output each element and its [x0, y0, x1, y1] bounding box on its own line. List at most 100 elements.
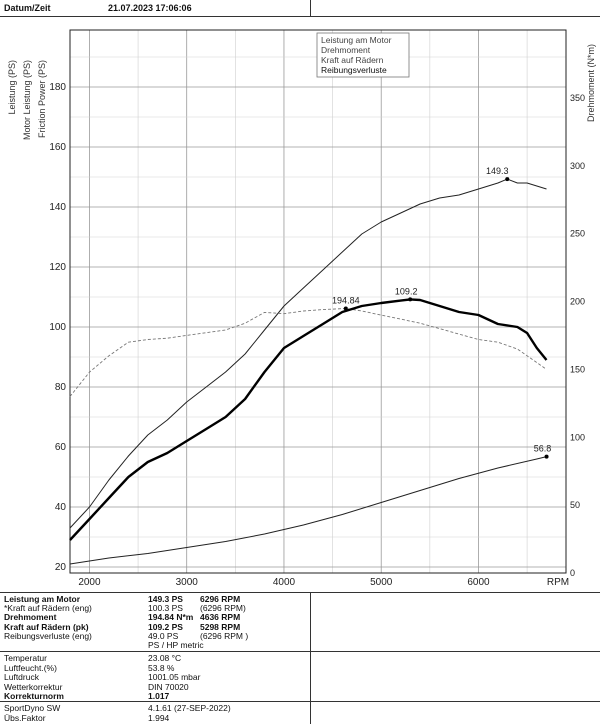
right-tick-label: 300 — [570, 161, 585, 171]
row-label: Luftdruck — [4, 672, 39, 683]
results-row: Leistung am Motor 149.3 PS 6296 RPM — [0, 594, 310, 605]
chart-annotations: 149.3 194.84 109.2 56.8 — [332, 166, 551, 459]
chart-axes: 2000 3000 4000 5000 6000 RPM20406080100120140… — [7, 29, 596, 588]
results-row: Kraft auf Rädern (pk) 109.2 PS 5298 RPM — [0, 622, 310, 633]
x-tick-label: 4000 — [273, 577, 296, 588]
row-value: 194.84 N*m — [148, 612, 194, 623]
row-value: 23.08 °C — [148, 653, 182, 663]
row-label: SportDyno SW — [4, 703, 61, 713]
series-line-2 — [69, 298, 548, 541]
row-rpm: 6296 RPM — [200, 594, 241, 604]
peak-label: 149.3 — [486, 166, 509, 176]
peak-label: 56.8 — [534, 444, 552, 454]
peak-marker — [343, 306, 348, 311]
x-tick-label: 3000 — [176, 577, 199, 588]
row-value: 100.3 PS — [148, 603, 183, 614]
row-rpm: (6296 RPM) — [200, 603, 246, 614]
x-tick-label: 2000 — [78, 577, 101, 588]
software-row: Übs.Faktor 1.994 — [0, 713, 310, 724]
row-label: Drehmoment — [4, 612, 57, 623]
dyno-chart: 2000 3000 4000 5000 6000 RPM20406080100120140… — [7, 29, 596, 588]
header-divider — [310, 0, 311, 16]
left-tick-label: 20 — [55, 562, 67, 573]
series-line-3 — [69, 456, 547, 565]
software-row: SportDyno SW 4.1.61 (27-SEP-2022) — [0, 703, 310, 714]
series-line-0 — [69, 178, 547, 529]
left-axis-title: Motor Leistung (PS) — [22, 60, 32, 140]
conditions-row: Luftdruck 1001.05 mbar — [0, 672, 310, 683]
legend-entry: Leistung am Motor — [321, 35, 392, 45]
right-tick-label: 100 — [570, 432, 585, 442]
row-value: DIN 70020 — [148, 681, 189, 692]
left-axis-title: Leistung (PS) — [7, 60, 17, 115]
left-tick-label: 180 — [49, 82, 66, 93]
header-bar: Datum/Zeit 21.07.2023 17:06:06 — [0, 0, 600, 17]
results-row: PS / HP metric — [0, 640, 310, 651]
row-value: 1.994 — [148, 713, 170, 723]
right-tick-label: 200 — [570, 297, 585, 307]
row-value: 149.3 PS — [148, 594, 183, 604]
row-label: Leistung am Motor — [4, 594, 81, 604]
row-label: Korrekturnorm — [4, 691, 64, 702]
right-tick-label: 350 — [570, 93, 585, 103]
right-tick-label: 250 — [570, 229, 585, 239]
legend-box — [316, 32, 410, 78]
x-unit-label: RPM — [547, 577, 569, 588]
chart-series — [69, 178, 548, 565]
row-label: Übs.Faktor — [4, 713, 46, 723]
row-label: Temperatur — [4, 653, 47, 663]
row-value: 1.017 — [148, 691, 170, 702]
results-row: Reibungsverluste (eng) 49.0 PS (6296 RPM ) — [0, 631, 310, 642]
row-value: 53.8 % — [148, 662, 175, 673]
peak-label: 194.84 — [332, 296, 360, 306]
row-label: Reibungsverluste (eng) — [4, 630, 92, 641]
left-tick-label: 120 — [49, 262, 66, 273]
legend-entry: Reibungsverluste — [321, 65, 387, 75]
results-row: Drehmoment 194.84 N*m 4636 RPM — [0, 612, 310, 623]
right-tick-label: 150 — [570, 364, 585, 374]
software-table: SportDyno SW 4.1.61 (27-SEP-2022) Übs.Fakt… — [0, 701, 600, 724]
row-label: Kraft auf Rädern (pk) — [4, 621, 89, 632]
conditions-row: Korrekturnorm 1.017 — [0, 691, 310, 702]
series-line-1 — [69, 308, 547, 397]
legend-entry: Drehmoment — [321, 45, 371, 55]
peak-label: 109.2 — [395, 286, 418, 296]
row-label: *Kraft auf Rädern (eng) — [4, 603, 92, 614]
x-tick-label: 6000 — [467, 577, 490, 588]
results-row: *Kraft auf Rädern (eng) 100.3 PS (6296 RPM… — [0, 603, 310, 614]
row-value: 109.2 PS — [148, 621, 183, 632]
x-tick-label: 5000 — [370, 577, 393, 588]
left-tick-label: 160 — [49, 142, 66, 153]
row-label: Luftfeucht.(%) — [4, 662, 57, 673]
row-value: 49.0 PS — [148, 630, 179, 641]
row-rpm: 5298 RPM — [200, 621, 241, 632]
header-datetime: 21.07.2023 17:06:06 — [108, 3, 192, 13]
legend-entry: Kraft auf Rädern — [321, 55, 384, 65]
peak-marker — [505, 177, 510, 182]
left-tick-label: 140 — [49, 202, 66, 213]
right-tick-label: 0 — [570, 568, 575, 578]
left-tick-label: 60 — [55, 442, 67, 453]
right-tick-label: 50 — [570, 500, 580, 510]
left-axis-title: Friction Power (PS) — [37, 60, 47, 138]
peak-marker — [544, 454, 549, 459]
left-tick-label: 40 — [55, 502, 67, 513]
header-label: Datum/Zeit — [4, 3, 51, 13]
row-rpm: 4636 RPM — [200, 612, 241, 623]
chart-grid — [70, 30, 566, 573]
row-value: 4.1.61 (27-SEP-2022) — [148, 703, 231, 713]
conditions-table: Temperatur 23.08 °C Luftfeucht.(%) 53.8 % Lu… — [0, 651, 600, 706]
right-axis-title: Drehmoment (N*m) — [586, 44, 596, 122]
conditions-row: Temperatur 23.08 °C — [0, 653, 310, 664]
plot-frame — [69, 29, 567, 574]
row-value: PS / HP metric — [148, 640, 204, 650]
left-tick-label: 80 — [55, 382, 67, 393]
left-tick-label: 100 — [49, 322, 66, 333]
row-rpm: (6296 RPM ) — [200, 630, 249, 641]
row-label: Wetterkorrektur — [4, 681, 63, 692]
peak-marker — [408, 297, 413, 302]
row-value: 1001.05 mbar — [148, 672, 201, 683]
results-table: Leistung am Motor 149.3 PS 6296 RPM *Kraft … — [0, 592, 600, 651]
conditions-row: Luftfeucht.(%) 53.8 % — [0, 663, 310, 674]
